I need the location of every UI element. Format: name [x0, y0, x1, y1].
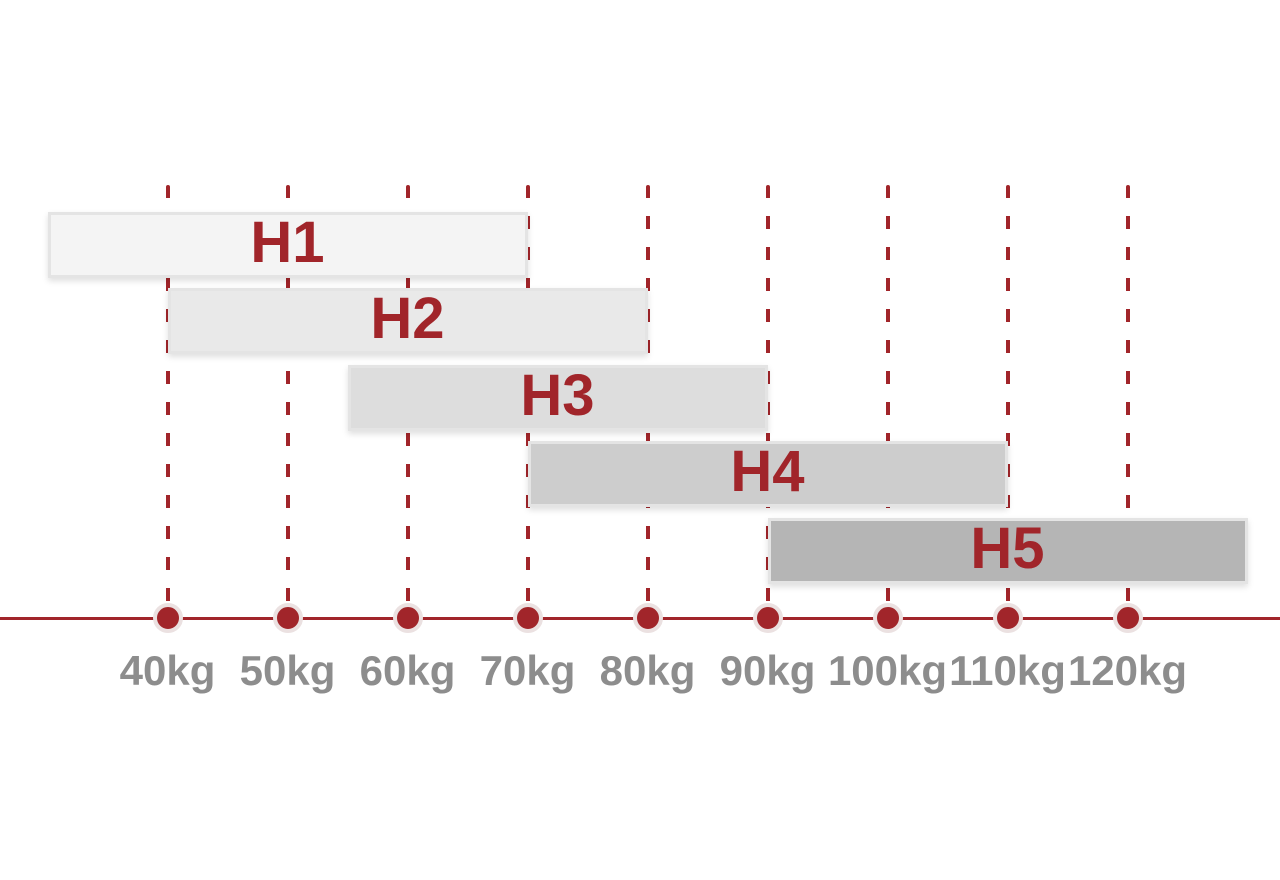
axis-dot-50kg: [272, 603, 303, 633]
tick-label-80kg: 80kg: [599, 647, 696, 694]
tick-label-110kg: 110kg: [949, 647, 1066, 694]
range-bar-h2: H2: [167, 286, 648, 354]
tick-label-120kg: 120kg: [1067, 647, 1188, 694]
tick-label-50kg: 50kg: [239, 647, 336, 694]
gridline-120kg: [1125, 185, 1130, 608]
range-bar-h1: H1: [47, 210, 528, 278]
bar-label-h1: H1: [250, 210, 325, 275]
axis-dot-40kg: [152, 603, 183, 633]
gridline-100kg: [885, 185, 890, 608]
gridline-40kg: [165, 185, 170, 608]
bar-label-h3: H3: [520, 363, 595, 428]
axis-dot-110kg: [992, 603, 1023, 633]
gridline-90kg: [765, 185, 770, 608]
axis-dot-70kg: [512, 603, 543, 633]
tick-label-90kg: 90kg: [719, 647, 816, 694]
bar-label-h2: H2: [370, 286, 445, 351]
bar-label-h5: H5: [970, 516, 1045, 581]
axis-dot-80kg: [632, 603, 663, 633]
axis-dot-60kg: [392, 603, 423, 633]
range-bar-h5: H5: [767, 516, 1248, 584]
tick-label-60kg: 60kg: [359, 647, 456, 694]
range-bar-h3: H3: [347, 363, 768, 431]
gridline-50kg: [285, 185, 290, 608]
tick-label-40kg: 40kg: [119, 647, 216, 694]
axis-dot-100kg: [872, 603, 903, 633]
gridline-110kg: [1005, 185, 1010, 608]
axis-dot-120kg: [1112, 603, 1143, 633]
range-bar-h4: H4: [527, 439, 1008, 507]
tick-label-70kg: 70kg: [479, 647, 576, 694]
tick-label-100kg: 100kg: [827, 647, 948, 694]
axis-dot-90kg: [752, 603, 783, 633]
bar-label-h4: H4: [730, 439, 805, 504]
